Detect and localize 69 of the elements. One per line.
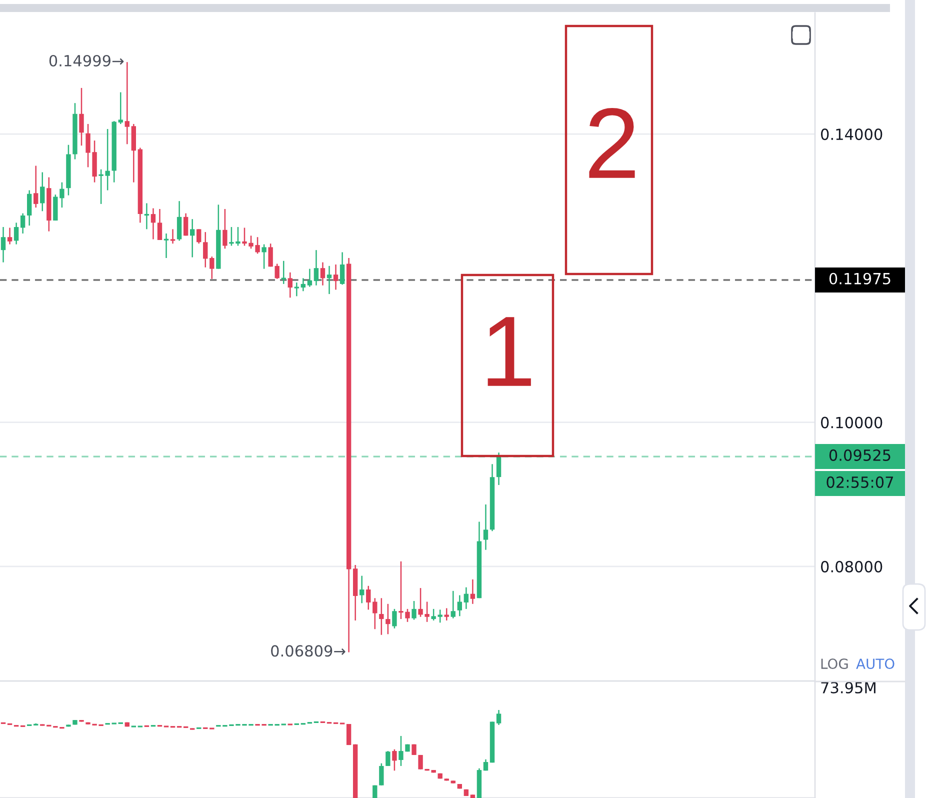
candlestick bbox=[268, 242, 273, 268]
candlestick bbox=[372, 784, 378, 798]
text: 73.95M bbox=[821, 682, 876, 694]
candlestick bbox=[470, 578, 476, 605]
candlestick bbox=[360, 575, 364, 604]
candlestick bbox=[483, 504, 488, 550]
candlestick bbox=[262, 244, 266, 270]
candlestick bbox=[190, 218, 195, 258]
candlestick bbox=[14, 222, 19, 245]
candlestick bbox=[26, 190, 32, 226]
candlestick bbox=[386, 603, 390, 635]
candlestick bbox=[326, 265, 332, 295]
candlestick bbox=[392, 608, 397, 630]
ref-line-label: 0.09525 bbox=[829, 449, 890, 461]
y-tick-label: 0.14000 bbox=[821, 128, 882, 140]
candlestick bbox=[438, 609, 442, 624]
candlestick bbox=[333, 264, 338, 290]
candlestick bbox=[340, 252, 345, 286]
candlestick bbox=[20, 212, 26, 234]
candlestick bbox=[176, 200, 182, 242]
candlestick bbox=[40, 172, 45, 212]
candlestick bbox=[7, 227, 12, 245]
annotation: 2 bbox=[589, 108, 635, 178]
y-tick-label: 0.10000 bbox=[821, 416, 882, 428]
candlestick bbox=[118, 92, 123, 125]
candlestick bbox=[366, 585, 371, 610]
candlestick bbox=[320, 262, 326, 286]
candlestick bbox=[496, 452, 502, 486]
candlestick bbox=[314, 249, 319, 286]
candlestick bbox=[210, 256, 214, 280]
candlestick bbox=[379, 762, 384, 786]
candlestick bbox=[150, 208, 156, 240]
text: LOG bbox=[821, 658, 848, 670]
text: 02:55:07 bbox=[826, 476, 893, 488]
annotation: 1 bbox=[488, 317, 531, 386]
candlestick bbox=[379, 598, 384, 636]
y-tick-label: 0.08000 bbox=[821, 560, 882, 572]
candlestick bbox=[281, 260, 286, 285]
candlestick bbox=[34, 165, 38, 208]
candlestick bbox=[288, 272, 292, 298]
candlestick bbox=[79, 87, 84, 146]
candlestick bbox=[457, 594, 462, 617]
candlestick bbox=[450, 590, 456, 619]
candlestick bbox=[274, 263, 280, 280]
text: AUTO bbox=[856, 658, 894, 670]
candlestick bbox=[386, 750, 390, 767]
candlestick bbox=[496, 709, 502, 726]
candlestick bbox=[170, 228, 176, 244]
candlestick bbox=[196, 228, 202, 244]
candlestick bbox=[222, 208, 228, 250]
annotation: 0.14999→ bbox=[49, 54, 124, 67]
candlestick bbox=[164, 232, 169, 259]
candlestick bbox=[372, 598, 378, 630]
candlestick bbox=[203, 231, 208, 268]
candlestick bbox=[412, 600, 416, 620]
candlestick bbox=[464, 586, 469, 610]
candlestick bbox=[444, 608, 449, 622]
candlestick bbox=[431, 608, 436, 622]
candlestick bbox=[157, 208, 162, 241]
annotation: 0.06809→ bbox=[271, 645, 346, 657]
candlestick bbox=[183, 212, 188, 236]
candlestick bbox=[300, 278, 306, 292]
ref-line-label: 0.11975 bbox=[829, 272, 890, 284]
candlestick bbox=[307, 268, 312, 288]
candlestick bbox=[294, 282, 300, 297]
candlestick bbox=[144, 202, 150, 230]
candlestick bbox=[392, 748, 397, 772]
candlestick bbox=[0, 226, 6, 263]
candlestick bbox=[124, 61, 130, 145]
